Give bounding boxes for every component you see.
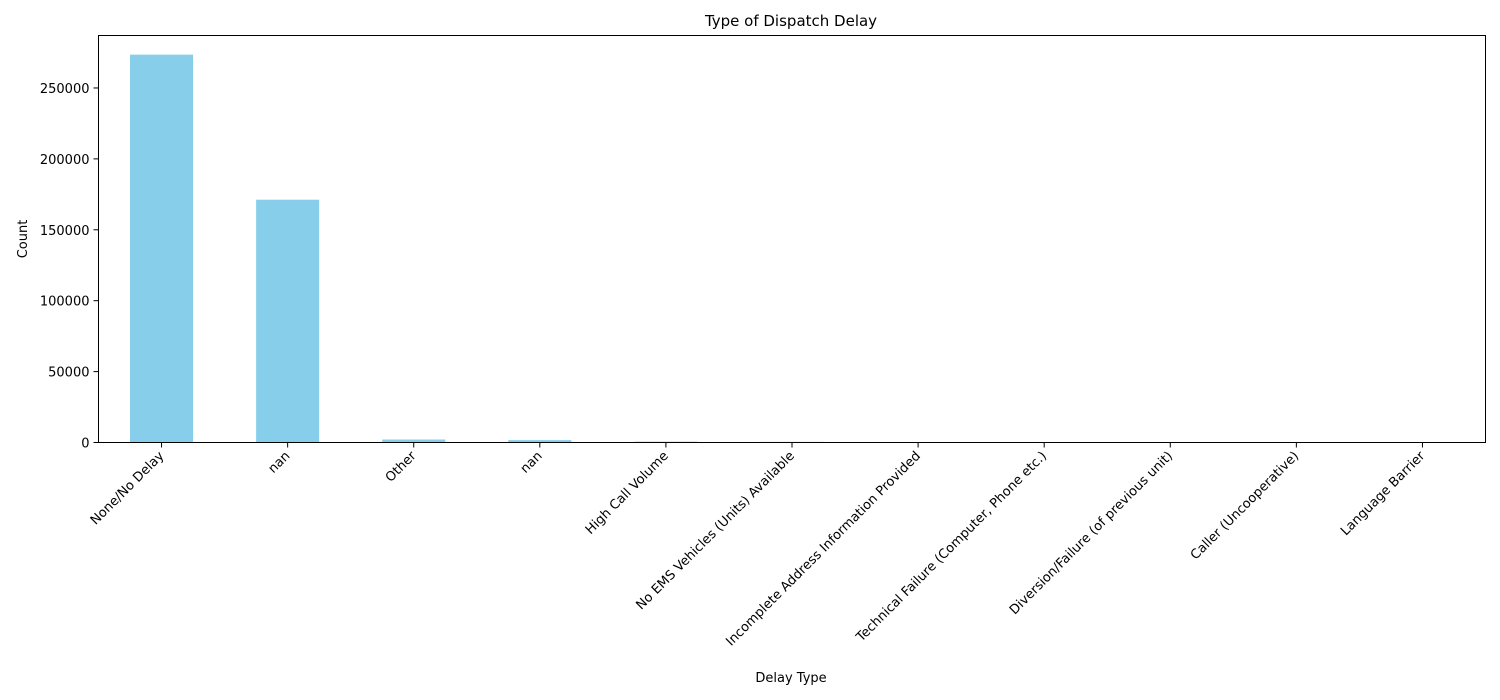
bar (382, 439, 446, 443)
y-tick-label: 0 (81, 437, 89, 452)
chart-title: Type of Dispatch Delay (704, 12, 877, 30)
y-tick-label: 150000 (40, 224, 90, 239)
y-axis-label: Count (16, 220, 31, 259)
x-tick-label: Language Barrier (1338, 448, 1429, 539)
bar (130, 54, 194, 443)
y-tick-label: 100000 (40, 295, 90, 310)
x-tick-label: Caller (Uncooperative) (1188, 449, 1302, 563)
x-tick-label: Other (383, 448, 420, 485)
x-axis-label: Delay Type (755, 671, 826, 686)
y-axis: 0 50000 100000 150000 200000 250000 (40, 82, 99, 452)
bar (256, 199, 320, 443)
x-tick-label: High Call Volume (583, 449, 672, 538)
y-tick-label: 50000 (48, 366, 89, 381)
x-tick-label: None/No Delay (88, 449, 168, 529)
x-axis: None/No Delay nan Other nan High Call Volume… (88, 442, 1429, 650)
bars-layer (130, 54, 1454, 443)
bar (508, 440, 572, 443)
y-tick-label: 250000 (40, 82, 90, 97)
x-tick-label: Incomplete Address Information Provided (723, 449, 924, 650)
y-tick-label: 200000 (40, 153, 90, 168)
x-tick-label: nan (518, 449, 546, 477)
x-tick-label: nan (266, 449, 294, 477)
